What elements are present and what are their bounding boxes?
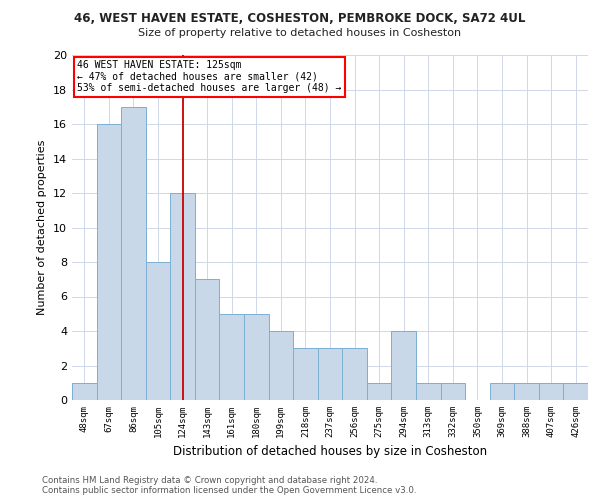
Bar [97, 124, 121, 400]
Text: 46, WEST HAVEN ESTATE, COSHESTON, PEMBROKE DOCK, SA72 4UL: 46, WEST HAVEN ESTATE, COSHESTON, PEMBRO… [74, 12, 526, 26]
Y-axis label: Number of detached properties: Number of detached properties [37, 140, 47, 315]
Bar [146, 262, 170, 400]
Bar [121, 107, 146, 400]
Bar [539, 383, 563, 400]
Bar [391, 331, 416, 400]
Bar [416, 383, 440, 400]
Bar [269, 331, 293, 400]
Text: Size of property relative to detached houses in Cosheston: Size of property relative to detached ho… [139, 28, 461, 38]
Bar [293, 348, 318, 400]
Bar [170, 193, 195, 400]
Bar [563, 383, 588, 400]
Bar [318, 348, 342, 400]
Bar [440, 383, 465, 400]
Bar [244, 314, 269, 400]
Bar [367, 383, 391, 400]
Text: Contains public sector information licensed under the Open Government Licence v3: Contains public sector information licen… [42, 486, 416, 495]
Bar [220, 314, 244, 400]
Text: 46 WEST HAVEN ESTATE: 125sqm
← 47% of detached houses are smaller (42)
53% of se: 46 WEST HAVEN ESTATE: 125sqm ← 47% of de… [77, 60, 341, 94]
Bar [342, 348, 367, 400]
Text: Contains HM Land Registry data © Crown copyright and database right 2024.: Contains HM Land Registry data © Crown c… [42, 476, 377, 485]
X-axis label: Distribution of detached houses by size in Cosheston: Distribution of detached houses by size … [173, 446, 487, 458]
Bar [72, 383, 97, 400]
Bar [195, 279, 220, 400]
Bar [514, 383, 539, 400]
Bar [490, 383, 514, 400]
